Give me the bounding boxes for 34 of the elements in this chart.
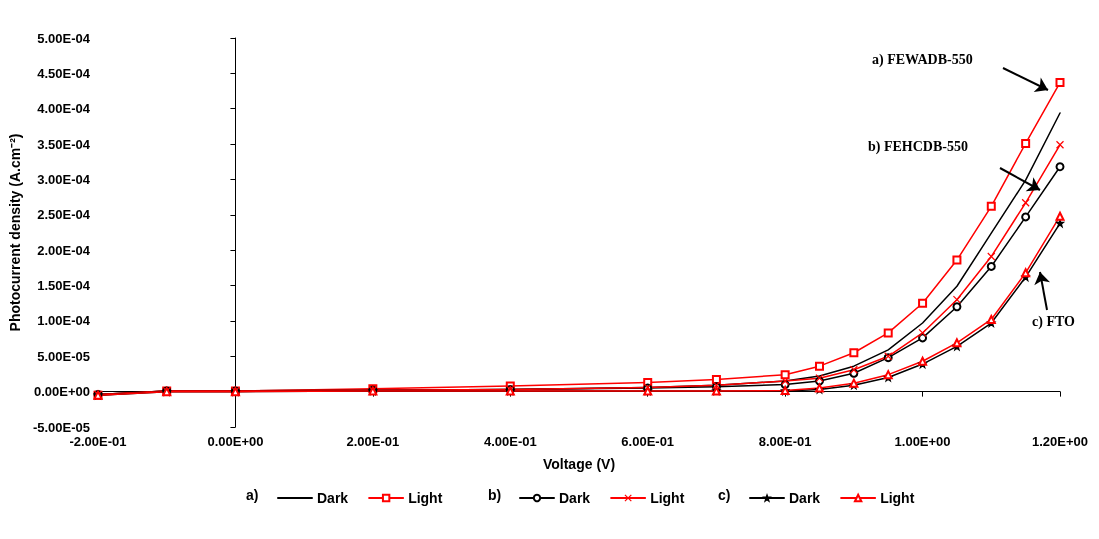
y-axis-title: Photocurrent density (A.cm⁻²) [7,133,24,332]
y-tick-label: 3.00E-04 [37,171,91,187]
y-tick-label: 4.50E-04 [37,65,91,81]
x-tick-label: 1.00E+00 [894,434,951,449]
y-tick-label: 0.00E+00 [33,384,90,400]
x-axis-title: Voltage (V) [542,456,616,472]
y-tick-label: 2.00E-04 [37,242,91,258]
legend-label: Dark [789,490,821,506]
x-tick-label: 8.00E-01 [758,434,812,449]
legend-label: Dark [559,490,591,506]
y-tick-label: 1.00E-04 [37,313,91,329]
y-tick-label: 4.00E-04 [37,101,91,117]
y-tick-label: 2.50E-04 [37,207,91,223]
legend-label: Light [880,490,915,506]
annotation: b) FEHCDB-550 [868,138,968,155]
x-tick-label: 1.20E+00 [1031,434,1089,449]
text: b) [488,487,502,503]
x-tick-label: 4.00E-01 [483,434,537,449]
y-tick-label: -5.00E-05 [32,419,90,435]
text: a) [246,487,259,503]
x-tick-label: 0.00E+00 [207,434,264,449]
annotation: c) FTO [1032,313,1076,330]
y-tick-label: 3.50E-04 [37,136,91,152]
legend-label: Light [408,490,443,506]
legend-label: Dark [317,490,349,506]
y-tick-label: 1.50E-04 [37,278,91,294]
x-tick-label: -2.00E-01 [69,434,127,449]
y-tick-label: 5.00E-05 [37,348,90,364]
x-tick-label: 2.00E-01 [346,434,400,449]
y-tick-label: 5.00E-04 [37,30,91,46]
text: c) [718,487,731,503]
legend-label: Light [650,490,685,506]
x-tick-label: 6.00E-01 [621,434,675,449]
annotation: a) FEWADB-550 [872,51,973,68]
